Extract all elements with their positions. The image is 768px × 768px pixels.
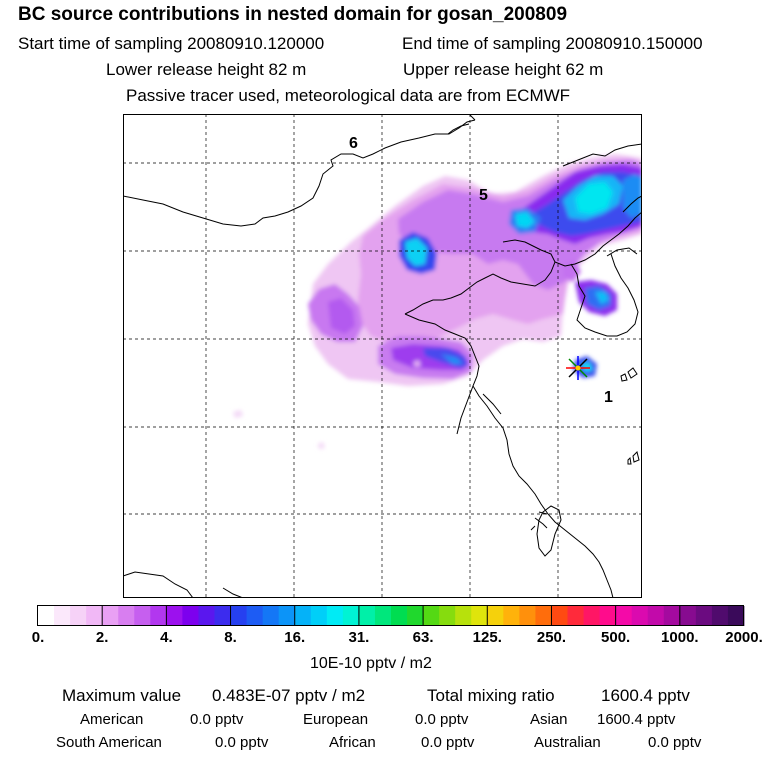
region-label-1: 1 bbox=[604, 389, 613, 406]
source-value-australian: 0.0 pptv bbox=[648, 734, 702, 751]
colorbar-cell bbox=[519, 606, 536, 626]
start-time-label: Start time of sampling 20080910.120000 bbox=[18, 34, 325, 53]
lower-release-label: Lower release height 82 m bbox=[106, 60, 307, 79]
colorbar-cell bbox=[423, 606, 440, 626]
colorbar-tick-label: 8. bbox=[224, 629, 237, 646]
colorbar-cell bbox=[38, 606, 55, 626]
colorbar-cell bbox=[631, 606, 649, 626]
colorbar-tick-label: 16. bbox=[284, 629, 306, 646]
colorbar-tick-label: 250. bbox=[536, 629, 567, 646]
colorbar-tick-label: 0. bbox=[31, 629, 45, 646]
colorbar-tick-label: 2. bbox=[95, 629, 109, 646]
colorbar-cell bbox=[294, 606, 312, 626]
colorbar-cell bbox=[86, 606, 103, 626]
colorbar-tick-label: 4. bbox=[160, 629, 173, 646]
tracer-note: Passive tracer used, meteorological data… bbox=[126, 86, 571, 105]
upper-release-label: Upper release height 62 m bbox=[403, 60, 604, 79]
colorbar-cell bbox=[599, 606, 617, 626]
colorbar-cell bbox=[166, 606, 183, 626]
colorbar-cell bbox=[647, 606, 665, 626]
concentration-field bbox=[233, 154, 642, 449]
colorbar-cell bbox=[198, 606, 215, 626]
colorbar-cell bbox=[695, 606, 713, 626]
colorbar-units: 10E-10 pptv / m2 bbox=[310, 655, 432, 672]
colorbar-cell bbox=[70, 606, 87, 626]
colorbar-cell bbox=[374, 606, 392, 626]
colorbar-cell bbox=[407, 606, 424, 626]
coastlines bbox=[123, 114, 642, 598]
region-label-5: 5 bbox=[479, 187, 488, 204]
colorbar-tick-label: 125. bbox=[472, 629, 502, 646]
total-mixing-label: Total mixing ratio bbox=[427, 686, 555, 705]
colorbar-cell bbox=[583, 606, 600, 626]
colorbar-cell bbox=[391, 606, 408, 626]
colorbar-cell bbox=[663, 606, 681, 626]
source-value-asian: 1600.4 pptv bbox=[597, 711, 676, 728]
colorbar-cell bbox=[310, 606, 328, 626]
colorbar-tick-label: 63. bbox=[412, 629, 434, 646]
source-value-european: 0.0 pptv bbox=[415, 711, 469, 728]
colorbar-cell bbox=[230, 606, 247, 626]
colorbar-cell bbox=[214, 606, 231, 626]
max-value: 0.483E-07 pptv / m2 bbox=[212, 686, 366, 705]
colorbar-tick-label: 500. bbox=[601, 629, 631, 646]
colorbar-cell bbox=[134, 606, 151, 626]
colorbar-cell bbox=[54, 606, 71, 626]
colorbar-cell bbox=[727, 606, 745, 626]
source-value-american: 0.0 pptv bbox=[190, 711, 244, 728]
source-value-african: 0.0 pptv bbox=[421, 734, 475, 751]
region-label-6: 6 bbox=[349, 135, 358, 152]
colorbar-cell bbox=[615, 606, 633, 626]
source-name-australian: Australian bbox=[534, 734, 601, 751]
source-name-european: European bbox=[303, 711, 369, 728]
colorbar-cell bbox=[487, 606, 504, 626]
grid-lines bbox=[123, 114, 642, 598]
colorbar-cell bbox=[551, 606, 568, 626]
colorbar-tick-label: 2000. bbox=[725, 629, 763, 646]
colorbar-cell bbox=[455, 606, 472, 626]
colorbar-cell bbox=[150, 606, 167, 626]
colorbar-cell bbox=[711, 606, 729, 626]
colorbar-cell bbox=[358, 606, 376, 626]
colorbar-cell bbox=[182, 606, 199, 626]
colorbar-cell bbox=[246, 606, 264, 626]
colorbar-cell bbox=[471, 606, 488, 626]
colorbar-cell bbox=[342, 606, 360, 626]
colorbar bbox=[37, 605, 745, 626]
colorbar-cell bbox=[278, 606, 296, 626]
end-time-label: End time of sampling 20080910.150000 bbox=[402, 34, 703, 53]
colorbar-cell bbox=[102, 606, 119, 626]
source-name-american: American bbox=[80, 711, 144, 728]
colorbar-cell bbox=[262, 606, 280, 626]
plot-title: BC source contributions in nested domain… bbox=[18, 4, 568, 25]
colorbar-tick-label: 31. bbox=[348, 629, 370, 646]
source-name-african: African bbox=[329, 734, 376, 751]
max-value-label: Maximum value bbox=[62, 686, 182, 705]
source-name-asian: Asian bbox=[530, 711, 568, 728]
colorbar-cell bbox=[567, 606, 584, 626]
colorbar-cell bbox=[679, 606, 697, 626]
total-mixing-value: 1600.4 pptv bbox=[601, 686, 690, 705]
colorbar-cell bbox=[118, 606, 135, 626]
source-name-south-american: South American bbox=[56, 734, 162, 751]
colorbar-cell bbox=[535, 606, 552, 626]
colorbar-cell bbox=[326, 606, 344, 626]
star-icon bbox=[566, 356, 590, 380]
map-panel: 6 5 1 bbox=[123, 114, 642, 598]
colorbar-tick-label: 1000. bbox=[661, 629, 699, 646]
colorbar-cell bbox=[439, 606, 456, 626]
source-value-south-american: 0.0 pptv bbox=[215, 734, 269, 751]
colorbar-cell bbox=[503, 606, 520, 626]
